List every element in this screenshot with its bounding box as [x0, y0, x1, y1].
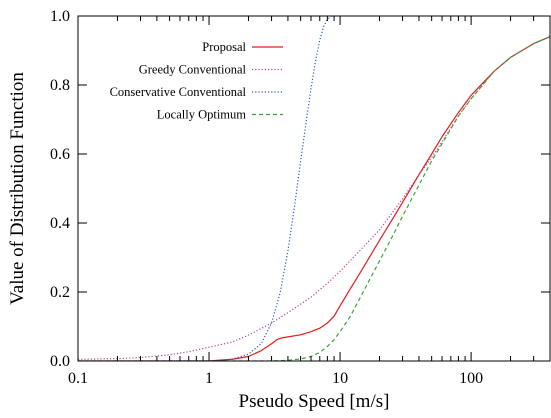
y-tick-label: 0.4 — [50, 215, 70, 232]
x-tick-label: 100 — [459, 370, 483, 387]
x-tick-label: 10 — [332, 370, 348, 387]
y-axis-ticks: 0.0 0.2 0.4 0.6 0.8 1.0 — [50, 8, 550, 370]
y-tick-label: 0.8 — [50, 77, 70, 94]
y-tick-label: 0.2 — [50, 284, 70, 301]
legend: Proposal Greedy Conventional Conservative … — [110, 40, 283, 122]
series-line-2 — [78, 16, 332, 361]
x-tick-label: 1 — [205, 370, 213, 387]
series-line-3 — [78, 36, 550, 361]
series-layer — [78, 16, 550, 361]
legend-label: Locally Optimum — [157, 108, 246, 122]
x-tick-label: 0.1 — [68, 370, 88, 387]
y-tick-label: 1.0 — [50, 8, 70, 25]
legend-label: Conservative Conventional — [110, 85, 247, 99]
x-axis-ticks: 0.1 1 10 100 — [68, 16, 551, 387]
series-line-0 — [78, 36, 550, 361]
x-axis-title: Pseudo Speed [m/s] — [239, 391, 390, 412]
plot-frame — [77, 15, 551, 362]
legend-label: Greedy Conventional — [139, 63, 247, 77]
y-tick-label: 0.6 — [50, 146, 70, 163]
y-axis-title: Value of Distribution Function — [7, 72, 28, 305]
legend-label: Proposal — [202, 40, 246, 54]
y-tick-label: 0.0 — [50, 353, 70, 370]
